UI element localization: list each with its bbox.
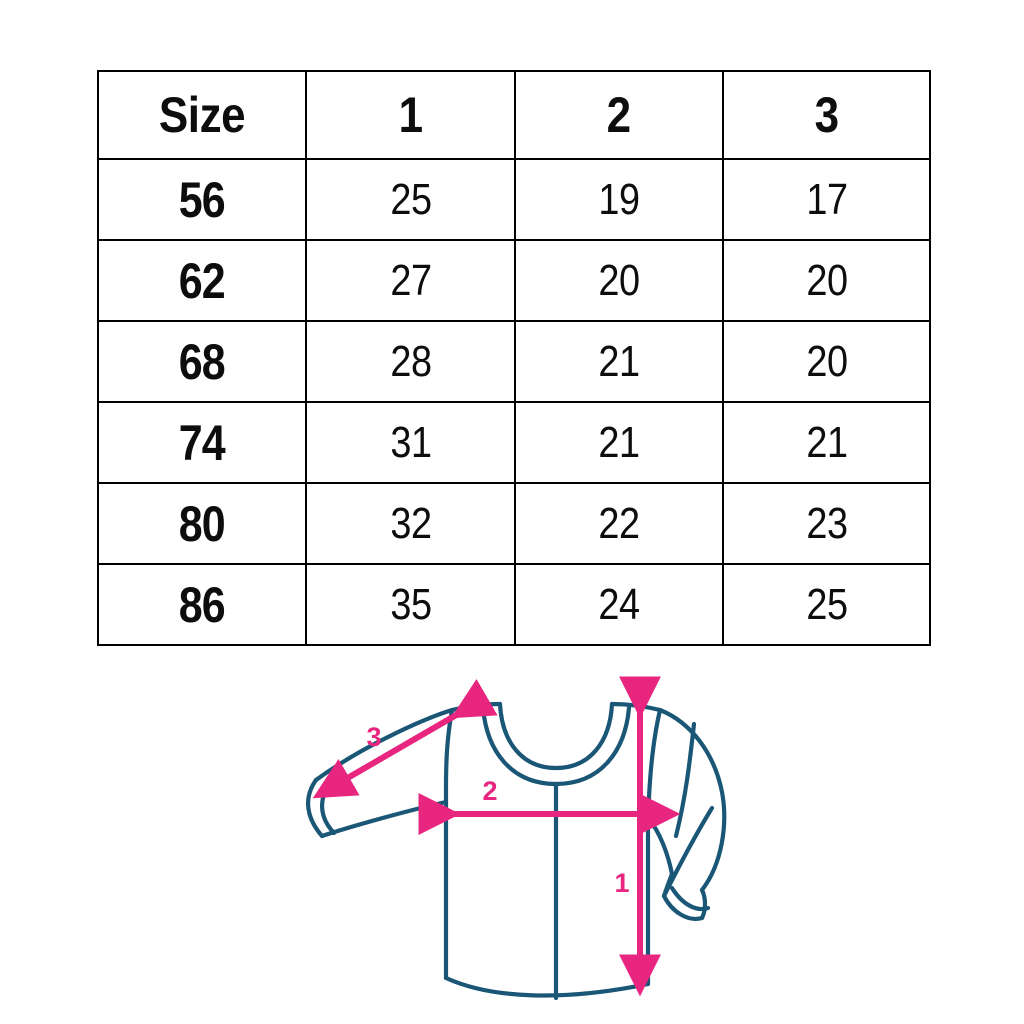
cell-measure-3: 23 [722, 482, 931, 565]
column-header-size: Size [97, 70, 307, 160]
dimension-label-2: 2 [482, 776, 497, 806]
cell-measure-2: 19 [514, 158, 724, 241]
column-header-2-label: 2 [606, 87, 632, 143]
table-row: 56 25 19 17 [97, 158, 931, 241]
cell-measure-1-value: 27 [389, 255, 432, 305]
cell-size: 56 [97, 158, 307, 241]
cell-size-value: 56 [178, 171, 226, 228]
table-row: 62 27 20 20 [97, 239, 931, 322]
cell-measure-2-value: 22 [598, 498, 640, 548]
cell-measure-2: 24 [514, 563, 724, 646]
cell-measure-2: 21 [514, 401, 724, 484]
cell-size: 80 [97, 482, 307, 565]
cell-measure-3-value: 20 [805, 255, 848, 305]
cell-measure-1: 32 [305, 482, 516, 565]
cell-size-value: 74 [178, 414, 226, 471]
cell-measure-1: 27 [305, 239, 516, 322]
cell-size: 68 [97, 320, 307, 403]
cell-measure-1-value: 35 [389, 579, 432, 629]
column-header-2: 2 [514, 70, 724, 160]
cell-measure-3: 20 [722, 239, 931, 322]
column-header-1-label: 1 [398, 87, 423, 143]
cell-measure-1-value: 31 [389, 417, 432, 467]
cell-measure-1: 35 [305, 563, 516, 646]
cell-size: 74 [97, 401, 307, 484]
measure-arrow-sleeve-length [312, 678, 498, 799]
cell-measure-2: 22 [514, 482, 724, 565]
column-header-3: 3 [722, 70, 931, 160]
table-body: 56 25 19 17 62 27 20 20 68 28 21 20 74 3… [97, 158, 931, 646]
cell-measure-1-value: 25 [389, 174, 432, 224]
cell-measure-3: 25 [722, 563, 931, 646]
cell-measure-1: 28 [305, 320, 516, 403]
dimension-label-1: 1 [614, 868, 629, 898]
cell-size-value: 68 [178, 333, 226, 390]
dimension-label-3: 3 [366, 722, 381, 752]
cell-measure-3-value: 25 [805, 579, 848, 629]
cell-measure-1: 31 [305, 401, 516, 484]
cell-measure-3-value: 23 [805, 498, 848, 548]
table-header: Size 1 2 3 [97, 70, 931, 160]
table-row: 74 31 21 21 [97, 401, 931, 484]
table-row: 86 35 24 25 [97, 563, 931, 646]
column-header-3-label: 3 [814, 87, 839, 143]
table-row: 80 32 22 23 [97, 482, 931, 565]
cell-size: 62 [97, 239, 307, 322]
cell-measure-2: 21 [514, 320, 724, 403]
cell-size-value: 62 [178, 252, 226, 309]
cell-size-value: 80 [178, 495, 226, 552]
cell-measure-1-value: 28 [389, 336, 432, 386]
cell-measure-3: 20 [722, 320, 931, 403]
cell-measure-1-value: 32 [389, 498, 432, 548]
cell-measure-2-value: 24 [598, 579, 640, 629]
cell-measure-1: 25 [305, 158, 516, 241]
table-row: 68 28 21 20 [97, 320, 931, 403]
cell-measure-3: 17 [722, 158, 931, 241]
garment-measurement-diagram: 3 2 1 [0, 668, 1024, 1024]
cell-measure-2-value: 20 [598, 255, 640, 305]
table-header-row: Size 1 2 3 [97, 70, 931, 160]
cell-measure-2-value: 21 [598, 417, 640, 467]
size-chart-table: Size 1 2 3 56 25 19 17 62 27 20 20 68 28 [97, 70, 931, 646]
cell-measure-2-value: 19 [598, 174, 640, 224]
cell-size-value: 86 [178, 576, 226, 633]
cell-size: 86 [97, 563, 307, 646]
cell-measure-3-value: 17 [805, 174, 848, 224]
column-header-size-label: Size [158, 87, 246, 143]
cell-measure-3-value: 20 [805, 336, 848, 386]
cell-measure-2: 20 [514, 239, 724, 322]
cell-measure-3-value: 21 [805, 417, 848, 467]
cell-measure-2-value: 21 [598, 336, 640, 386]
cell-measure-3: 21 [722, 401, 931, 484]
size-chart-table-container: Size 1 2 3 56 25 19 17 62 27 20 20 68 28 [97, 70, 931, 646]
column-header-1: 1 [305, 70, 516, 160]
